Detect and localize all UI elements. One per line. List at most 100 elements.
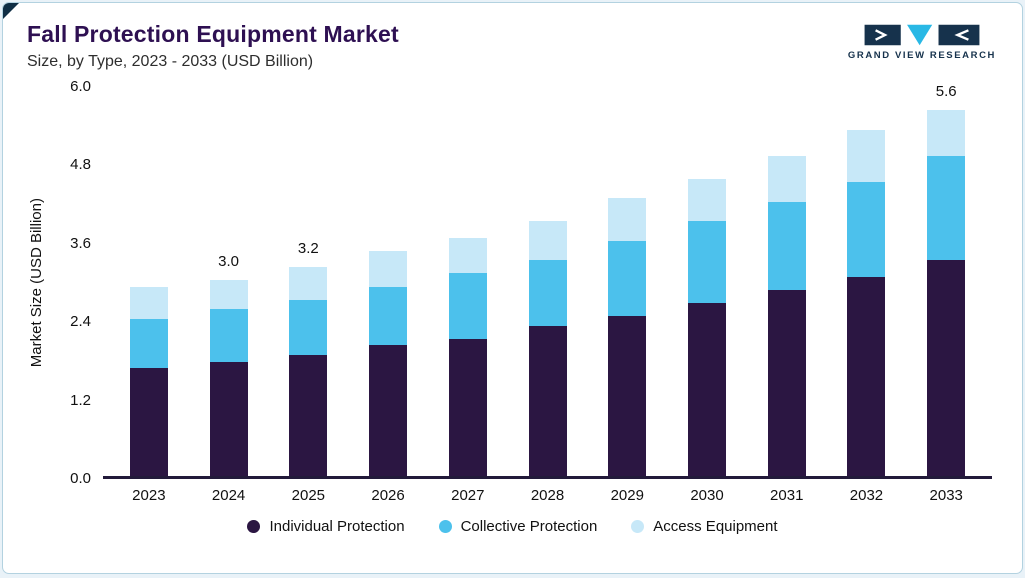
bar-stack — [209, 280, 248, 476]
x-axis-label: 2029 — [610, 487, 644, 504]
bar-segment-individual-protection — [927, 260, 966, 476]
bar-segment-individual-protection — [528, 325, 567, 476]
x-axis-label: 2033 — [929, 487, 963, 504]
page-subtitle: Size, by Type, 2023 - 2033 (USD Billion) — [27, 53, 314, 70]
bar-segment-collective-protection — [847, 182, 886, 277]
plot-column: 3.0 3.2 5.6 2023 2024 2025 2026 2027 2028 2029 20… — [103, 83, 992, 504]
page-title: Fall Protection Equipment Market — [27, 21, 399, 47]
bar-segment-collective-protection — [369, 286, 408, 346]
bar-segment-access-equipment — [767, 155, 806, 202]
bar-segment-access-equipment — [688, 178, 726, 222]
bar-segment-access-equipment — [927, 110, 966, 156]
legend-label: Access Equipment — [653, 518, 778, 535]
bar-stack — [608, 198, 647, 476]
bar-stack — [528, 221, 567, 476]
bar-segment-access-equipment — [369, 250, 408, 287]
bar-column: 3.2 — [268, 87, 348, 476]
header-titles: Fall Protection Equipment Market Size, b… — [27, 21, 399, 71]
x-axis-label: 2024 — [211, 487, 246, 504]
plot-area: 3.0 3.2 5.6 — [103, 83, 992, 479]
bar-value-label: 5.6 — [935, 83, 957, 101]
bar-segment-access-equipment — [448, 237, 487, 274]
bar-segment-collective-protection — [129, 319, 168, 369]
bar-column: 5.6 — [906, 83, 986, 476]
bar-column — [109, 87, 189, 476]
bar-segment-collective-protection — [608, 240, 647, 316]
bar-column: 3.0 — [189, 87, 269, 476]
legend-item: Collective Protection — [438, 518, 598, 535]
bar-column — [428, 87, 508, 476]
bar-segment-collective-protection — [448, 273, 487, 339]
bar-segment-individual-protection — [289, 355, 328, 476]
bar-segment-collective-protection — [209, 309, 248, 362]
bar-segment-access-equipment — [608, 198, 647, 241]
y-tick-label: 2.4 — [70, 313, 91, 331]
bar-stack — [847, 129, 886, 476]
bar-stack — [289, 266, 328, 476]
legend: Individual Protection Collective Protecti… — [3, 518, 1022, 535]
x-axis-label: 2025 — [291, 487, 326, 504]
bar-stack — [448, 237, 487, 476]
y-tick-label: 3.6 — [70, 234, 91, 252]
legend-dot-icon — [247, 520, 261, 533]
bar-segment-collective-protection — [688, 221, 726, 303]
bar-stack — [688, 178, 726, 476]
corner-accent — [3, 3, 19, 19]
x-axis-label: 2028 — [530, 487, 565, 504]
bar-column — [587, 87, 667, 476]
bar-segment-individual-protection — [608, 315, 647, 476]
bar-segment-individual-protection — [129, 368, 168, 476]
y-tick-label: 6.0 — [70, 78, 91, 95]
legend-label: Individual Protection — [269, 518, 405, 535]
logo-mark-icon — [864, 24, 980, 46]
bar-column — [667, 87, 747, 476]
bar-value-label: 3.2 — [297, 239, 319, 257]
bar-stack — [767, 155, 806, 476]
x-axis-label: 2023 — [132, 487, 166, 504]
bar-segment-individual-protection — [369, 345, 408, 476]
bar-stack — [927, 110, 966, 476]
bar-segment-access-equipment — [847, 129, 886, 183]
bar-segment-access-equipment — [528, 221, 567, 261]
y-tick-label: 1.2 — [70, 391, 91, 409]
stacked-bar-chart: Market Size (USD Billion) 6.0 4.8 3.6 2.4 1.… — [3, 77, 1022, 504]
logo-text: GRAND VIEW RESEARCH — [847, 50, 996, 61]
bar-stack — [369, 250, 408, 476]
bar-column — [508, 87, 588, 476]
y-axis-title: Market Size (USD Billion) — [27, 198, 45, 368]
y-axis-title-wrap: Market Size (USD Billion) — [21, 87, 51, 479]
bar-segment-collective-protection — [289, 299, 328, 356]
bar-stack — [129, 286, 168, 476]
bar-segment-collective-protection — [767, 201, 806, 290]
legend-dot-icon — [438, 520, 452, 533]
bar-segment-individual-protection — [448, 338, 487, 476]
y-axis-ticks: 6.0 4.8 3.6 2.4 1.2 0.0 — [51, 78, 103, 487]
x-axis-label: 2031 — [770, 487, 804, 504]
bar-value-label: 3.0 — [218, 253, 240, 271]
bar-segment-access-equipment — [209, 280, 248, 310]
bar-segment-individual-protection — [767, 289, 806, 476]
bar-segment-individual-protection — [847, 276, 886, 476]
y-tick-label: 0.0 — [70, 470, 91, 487]
bar-segment-collective-protection — [528, 260, 567, 326]
bar-segment-individual-protection — [209, 361, 248, 476]
y-tick-label: 4.8 — [70, 156, 91, 174]
bar-segment-individual-protection — [688, 302, 726, 476]
bar-segment-access-equipment — [289, 266, 328, 300]
header: Fall Protection Equipment Market Size, b… — [3, 3, 1022, 77]
x-axis-labels: 2023 2024 2025 2026 2027 2028 2029 2030 2031 2032… — [103, 479, 992, 504]
legend-dot-icon — [631, 520, 645, 533]
bar-segment-access-equipment — [129, 286, 168, 320]
x-axis-label: 2026 — [371, 487, 405, 504]
legend-item: Individual Protection — [247, 518, 405, 535]
legend-label: Collective Protection — [460, 518, 598, 535]
bar-column — [747, 87, 827, 476]
x-axis-label: 2027 — [451, 487, 485, 504]
x-axis-label: 2032 — [849, 487, 884, 504]
bar-column — [827, 87, 907, 476]
legend-item: Access Equipment — [631, 518, 778, 535]
grand-view-research-logo: GRAND VIEW RESEARCH — [848, 21, 996, 61]
x-axis-label: 2030 — [690, 487, 724, 504]
bar-column — [348, 87, 428, 476]
